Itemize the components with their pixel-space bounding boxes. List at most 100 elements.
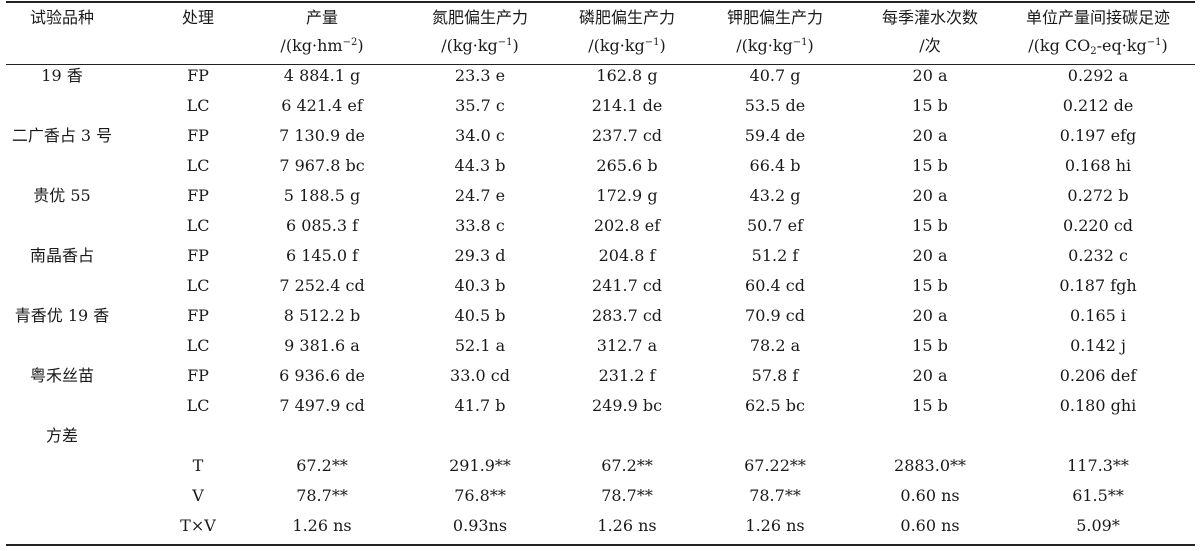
value-cell: 1.26 ns: [745, 516, 805, 535]
value-cell: 312.7 a: [596, 336, 658, 355]
treatment-cell: LC: [186, 396, 210, 415]
value-cell: 241.7 cd: [591, 276, 663, 295]
value-cell: 0.93ns: [452, 516, 508, 535]
value-cell: 0.220 cd: [1062, 216, 1134, 235]
value-cell: 34.0 c: [455, 126, 505, 145]
treatment-cell: FP: [187, 186, 209, 205]
value-cell: 76.8**: [454, 486, 506, 505]
value-cell: 52.1 a: [454, 336, 506, 355]
value-cell: 41.7 b: [454, 396, 506, 415]
value-cell: 20 a: [912, 306, 948, 325]
value-cell: 78.7**: [601, 486, 653, 505]
treatment-cell: LC: [186, 336, 210, 355]
treatment-cell: V: [192, 486, 204, 505]
value-cell: 40.5 b: [454, 306, 506, 325]
value-cell: 44.3 b: [454, 156, 506, 175]
value-cell: 0.60 ns: [900, 516, 960, 535]
value-cell: 40.3 b: [454, 276, 506, 295]
value-cell: 15 b: [912, 216, 948, 235]
variety-cell: 南晶香占: [29, 246, 95, 265]
value-cell: 5.09*: [1076, 516, 1120, 535]
value-cell: 0.292 a: [1067, 66, 1129, 85]
value-cell: 0.165 i: [1069, 306, 1127, 325]
treatment-cell: LC: [186, 156, 210, 175]
value-cell: 1.26 ns: [292, 516, 352, 535]
value-cell: 6 421.4 ef: [281, 96, 363, 115]
column-header-7: 单位产量间接碳足迹: [1025, 8, 1171, 27]
value-cell: 6 936.6 de: [279, 366, 365, 385]
value-cell: 6 145.0 f: [285, 246, 359, 265]
value-cell: 0.232 c: [1068, 246, 1128, 265]
value-cell: 5 188.5 g: [283, 186, 361, 205]
value-cell: 0.168 hi: [1064, 156, 1132, 175]
value-cell: 78.2 a: [749, 336, 801, 355]
value-cell: 4 884.1 g: [283, 66, 361, 85]
value-cell: 23.3 e: [454, 66, 506, 85]
value-cell: 66.4 b: [749, 156, 801, 175]
value-cell: 78.7**: [749, 486, 801, 505]
value-cell: 0.187 fgh: [1059, 276, 1137, 295]
column-header-6: 每季灌水次数: [881, 8, 979, 27]
value-cell: 202.8 ef: [593, 216, 661, 235]
treatment-cell: FP: [187, 246, 209, 265]
value-cell: 20 a: [912, 126, 948, 145]
column-header-unit-7: /(kg CO2-eq·kg−1): [1028, 36, 1168, 57]
variety-cell: 贵优 55: [33, 186, 91, 205]
value-cell: 0.142 j: [1070, 336, 1126, 355]
value-cell: 29.3 d: [454, 246, 506, 265]
value-cell: 35.7 c: [455, 96, 505, 115]
value-cell: 20 a: [912, 366, 948, 385]
treatment-cell: T: [192, 456, 204, 475]
value-cell: 15 b: [912, 396, 948, 415]
value-cell: 291.9**: [449, 456, 511, 475]
value-cell: 43.2 g: [749, 186, 801, 205]
column-header-4: 磷肥偏生产力: [578, 8, 676, 27]
value-cell: 59.4 de: [744, 126, 806, 145]
value-cell: 7 967.8 bc: [279, 156, 365, 175]
value-cell: 78.7**: [296, 486, 348, 505]
column-header-2: 产量: [305, 8, 339, 27]
value-cell: 7 130.9 de: [279, 126, 365, 145]
value-cell: 231.2 f: [598, 366, 656, 385]
value-cell: 283.7 cd: [591, 306, 663, 325]
value-cell: 67.2**: [601, 456, 653, 475]
value-cell: 2883.0**: [894, 456, 966, 475]
column-header-unit-3: /(kg·kg−1): [441, 36, 519, 55]
value-cell: 0.197 efg: [1059, 126, 1137, 145]
variety-cell: 粤禾丝苗: [29, 366, 95, 385]
treatment-cell: LC: [186, 276, 210, 295]
value-cell: 15 b: [912, 336, 948, 355]
variety-cell: 方差: [45, 426, 79, 445]
value-cell: 0.180 ghi: [1059, 396, 1137, 415]
value-cell: 6 085.3 f: [285, 216, 359, 235]
column-header-unit-4: /(kg·kg−1): [588, 36, 666, 55]
value-cell: 40.7 g: [749, 66, 801, 85]
value-cell: 162.8 g: [596, 66, 658, 85]
variety-cell: 青香优 19 香: [14, 306, 110, 325]
column-header-unit-5: /(kg·kg−1): [736, 36, 814, 55]
variety-cell: 二广香占 3 号: [11, 126, 113, 145]
value-cell: 33.8 c: [455, 216, 505, 235]
value-cell: 117.3**: [1067, 456, 1129, 475]
value-cell: 51.2 f: [751, 246, 799, 265]
value-cell: 15 b: [912, 276, 948, 295]
value-cell: 8 512.2 b: [283, 306, 361, 325]
header-rule: [6, 64, 1195, 65]
column-header-3: 氮肥偏生产力: [431, 8, 529, 27]
column-header-unit-6: /次: [919, 36, 941, 55]
value-cell: 33.0 cd: [450, 366, 510, 385]
value-cell: 7 252.4 cd: [279, 276, 365, 295]
treatment-cell: FP: [187, 306, 209, 325]
value-cell: 67.2**: [296, 456, 348, 475]
value-cell: 0.60 ns: [900, 486, 960, 505]
value-cell: 204.8 f: [598, 246, 656, 265]
value-cell: 24.7 e: [454, 186, 506, 205]
value-cell: 20 a: [912, 246, 948, 265]
treatment-cell: FP: [187, 126, 209, 145]
treatment-cell: T×V: [180, 516, 216, 535]
value-cell: 62.5 bc: [745, 396, 805, 415]
value-cell: 7 497.9 cd: [279, 396, 365, 415]
value-cell: 53.5 de: [744, 96, 806, 115]
value-cell: 265.6 b: [596, 156, 658, 175]
value-cell: 0.206 def: [1059, 366, 1137, 385]
